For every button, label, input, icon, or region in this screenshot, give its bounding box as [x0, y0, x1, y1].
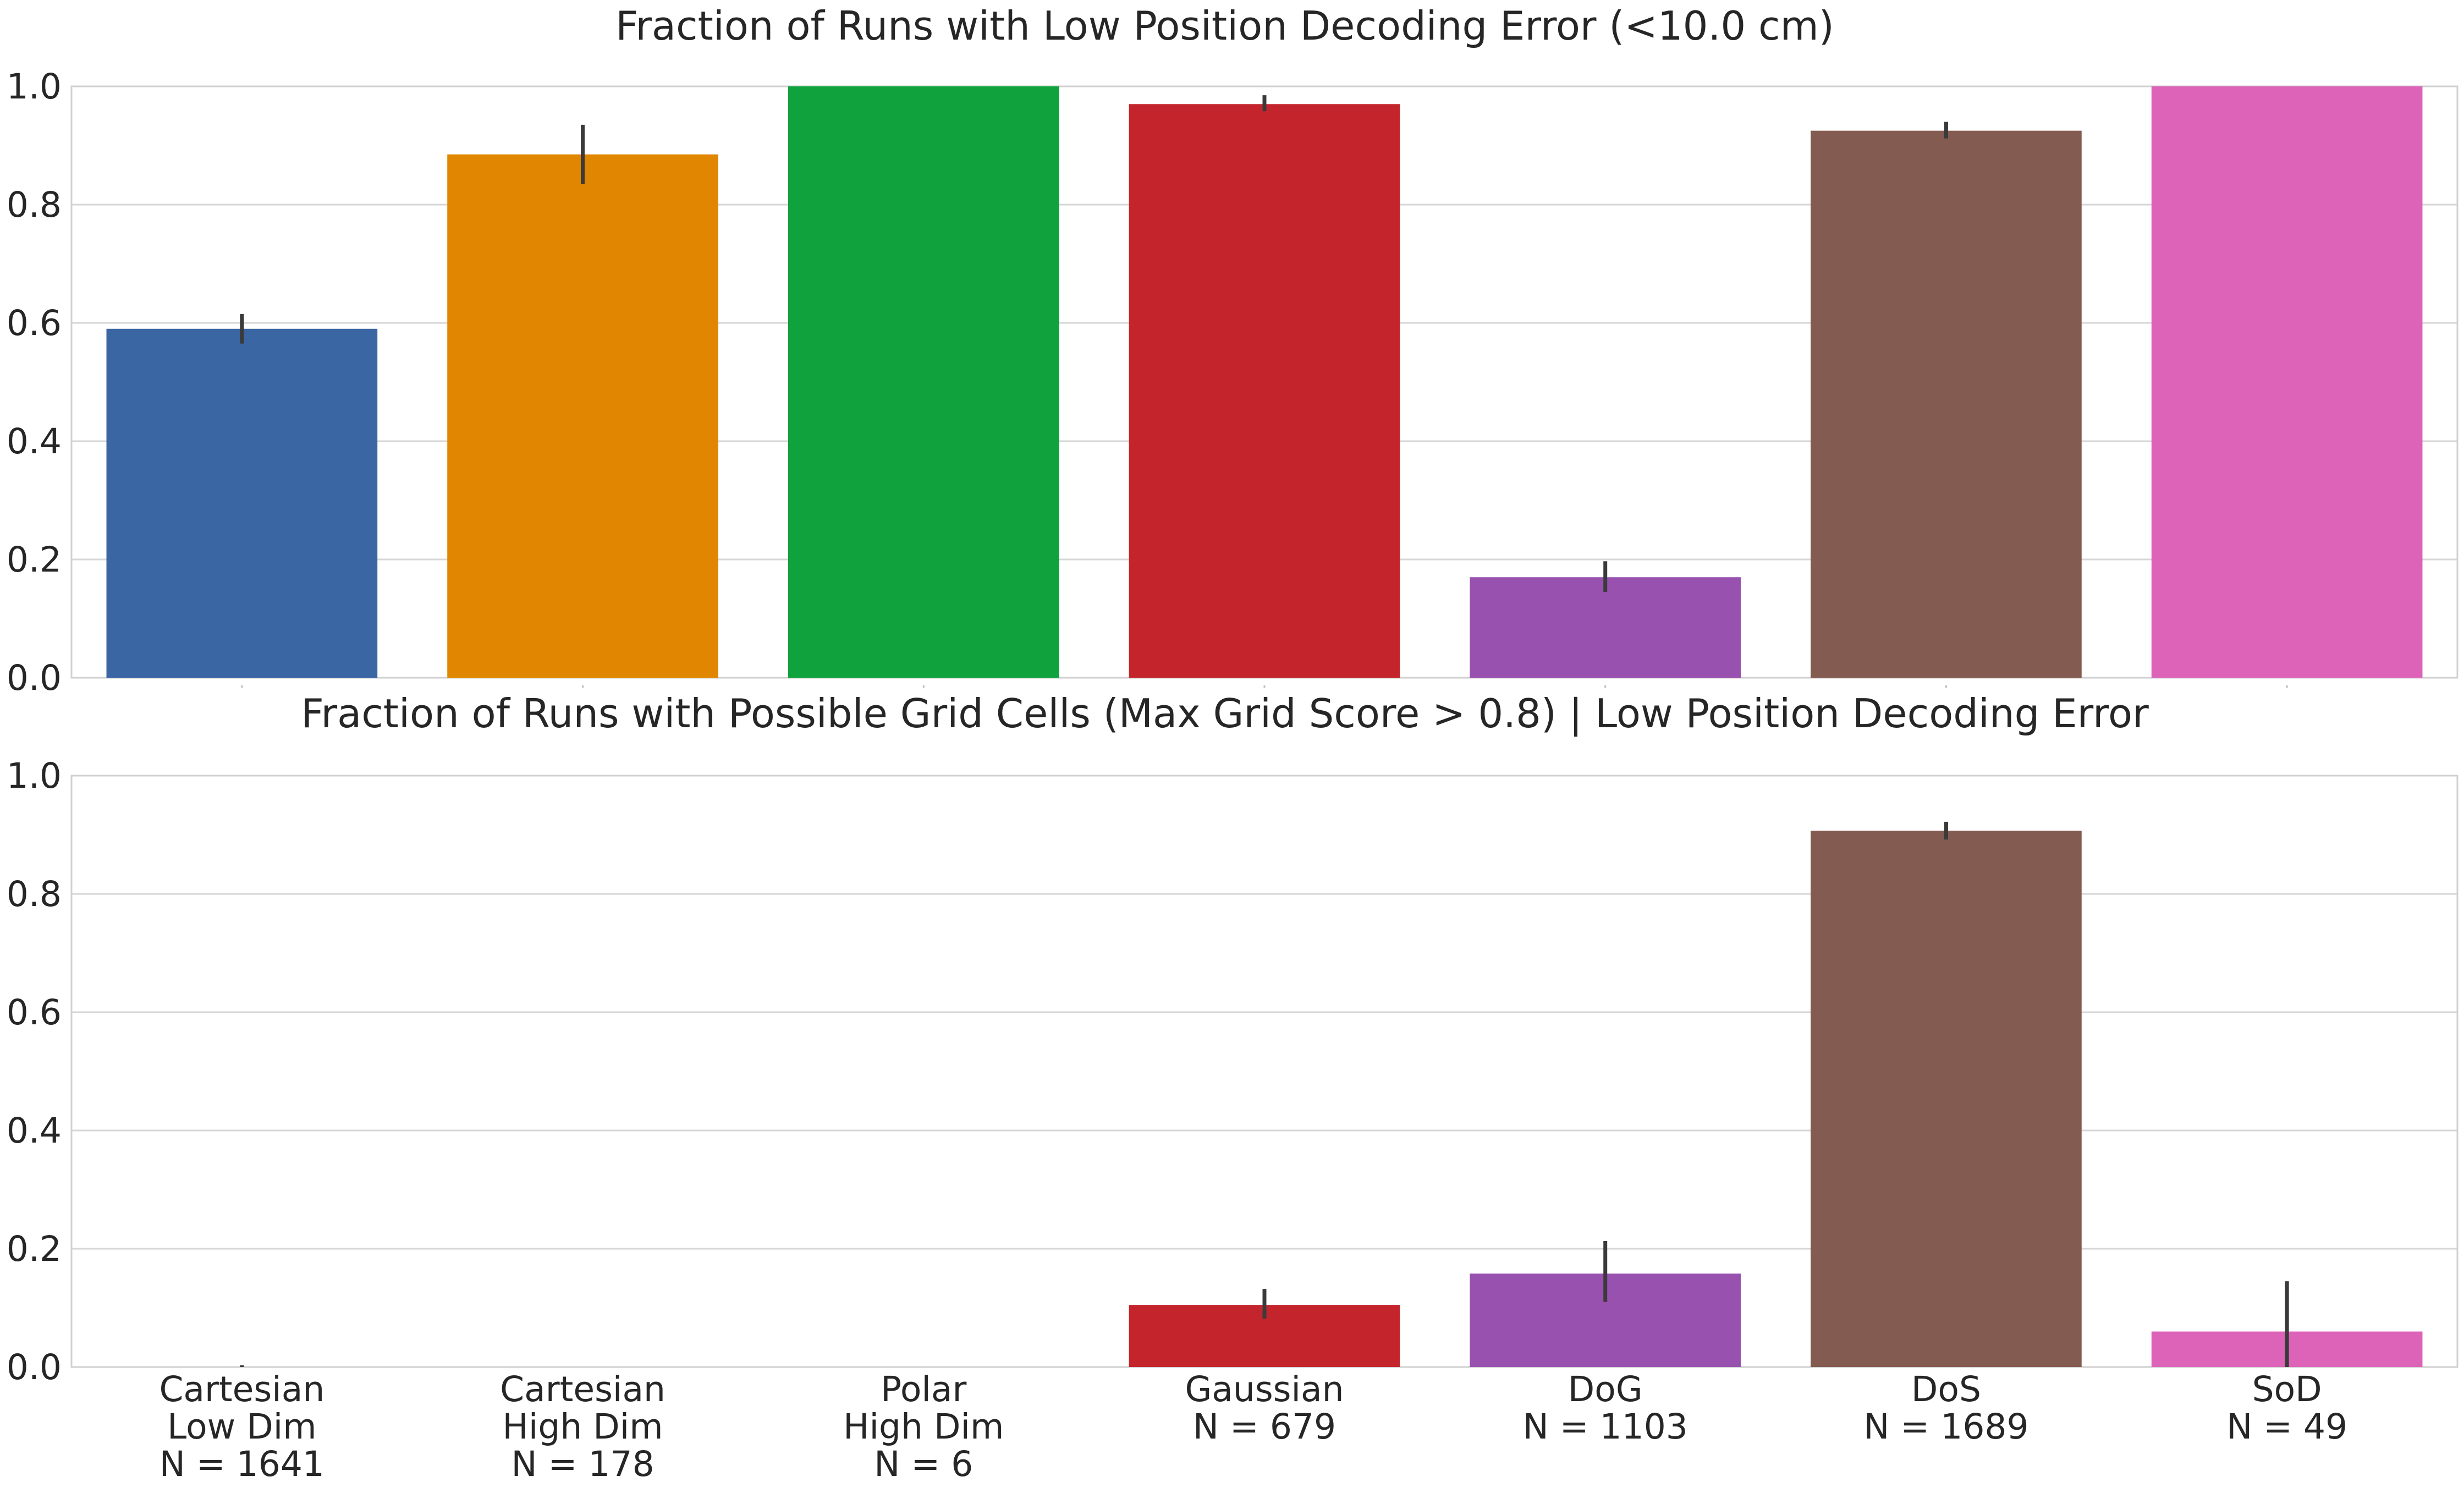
top-bar	[106, 328, 378, 678]
bottom-chart-panel: 0.0 0.2 0.4 0.6 0.8 1.0 Cartesian Low Dim N = 16…	[7, 756, 2458, 1484]
top-bar	[788, 86, 1059, 678]
top-y-tick-label: 0.2	[7, 540, 62, 580]
bottom-plot-frame	[70, 775, 2458, 1368]
bottom-y-tick-label: 0.2	[7, 1229, 62, 1269]
bottom-x-tick-label: SoD N = 49	[2226, 1369, 2347, 1447]
bottom-x-tick-label: Polar High Dim N = 6	[843, 1369, 1004, 1484]
top-chart-panel: 0.0 0.2 0.4 0.6 0.8 1.0	[7, 67, 2458, 698]
bottom-x-tick-label: Cartesian Low Dim N = 1641	[159, 1369, 324, 1484]
top-y-tick-label: 0.0	[7, 658, 62, 698]
top-y-tick-label: 0.4	[7, 421, 62, 462]
bottom-y-tick-label: 0.8	[7, 874, 62, 914]
bottom-x-tick-label: Gaussian N = 679	[1185, 1369, 1344, 1447]
top-y-tick-label: 0.8	[7, 185, 62, 225]
top-bar	[447, 154, 718, 678]
bottom-bar	[1811, 830, 2082, 1367]
top-bar	[1811, 130, 2082, 678]
top-y-tick-label: 1.0	[7, 67, 62, 107]
bottom-y-tick-label: 0.6	[7, 992, 62, 1033]
top-y-tick-label: 0.6	[7, 303, 62, 343]
bottom-y-tick-label: 1.0	[7, 756, 62, 796]
bottom-chart-title: Fraction of Runs with Possible Grid Cell…	[301, 690, 2149, 737]
bottom-x-tick-label: Cartesian High Dim N = 178	[500, 1369, 666, 1484]
top-bar	[1470, 577, 1741, 678]
top-chart-title: Fraction of Runs with Low Position Decod…	[615, 3, 1834, 49]
bottom-x-tick-label: DoG N = 1103	[1523, 1369, 1688, 1447]
bottom-y-tick-label: 0.0	[7, 1347, 62, 1387]
top-bar	[2151, 86, 2423, 678]
bottom-x-tick-label: DoS N = 1689	[1863, 1369, 2028, 1447]
top-bar	[1129, 104, 1400, 678]
bottom-y-tick-label: 0.4	[7, 1111, 62, 1151]
